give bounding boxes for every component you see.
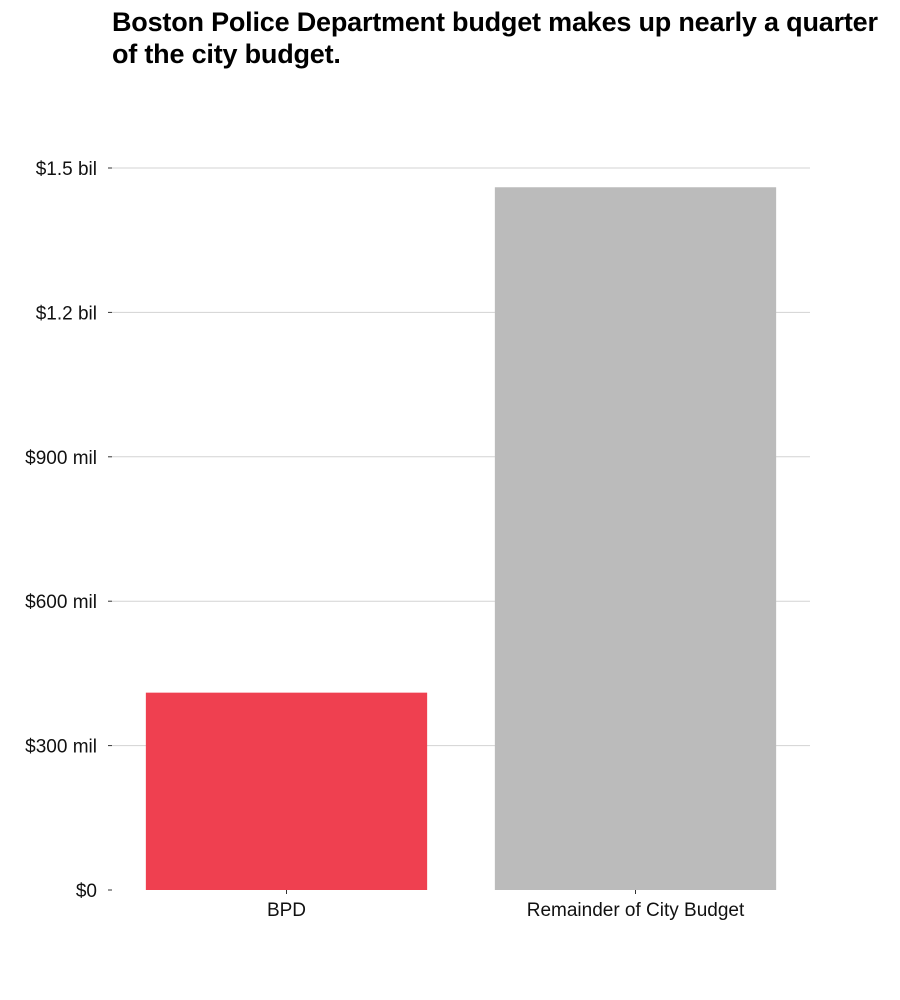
y-tick-label: $900 mil (25, 448, 97, 469)
y-tick-label: $0 (76, 881, 97, 902)
bar-bpd (145, 692, 428, 890)
x-tick-label: BPD (267, 900, 306, 921)
chart-title: Boston Police Department budget makes up… (112, 7, 878, 69)
bars (145, 187, 777, 891)
bar-remainder-of-city-budget (494, 187, 777, 891)
y-tick-label: $1.2 bil (36, 303, 97, 324)
y-tick-label: $300 mil (25, 737, 97, 758)
y-axis: $0 $300 mil $600 mil $900 mil $1.2 bil $1.5 b… (25, 159, 112, 902)
x-axis: BPD Remainder of City Budget (267, 890, 745, 921)
x-tick-label: Remainder of City Budget (527, 900, 745, 921)
y-tick-label: $600 mil (25, 592, 97, 613)
y-tick-label: $1.5 bil (36, 159, 97, 180)
